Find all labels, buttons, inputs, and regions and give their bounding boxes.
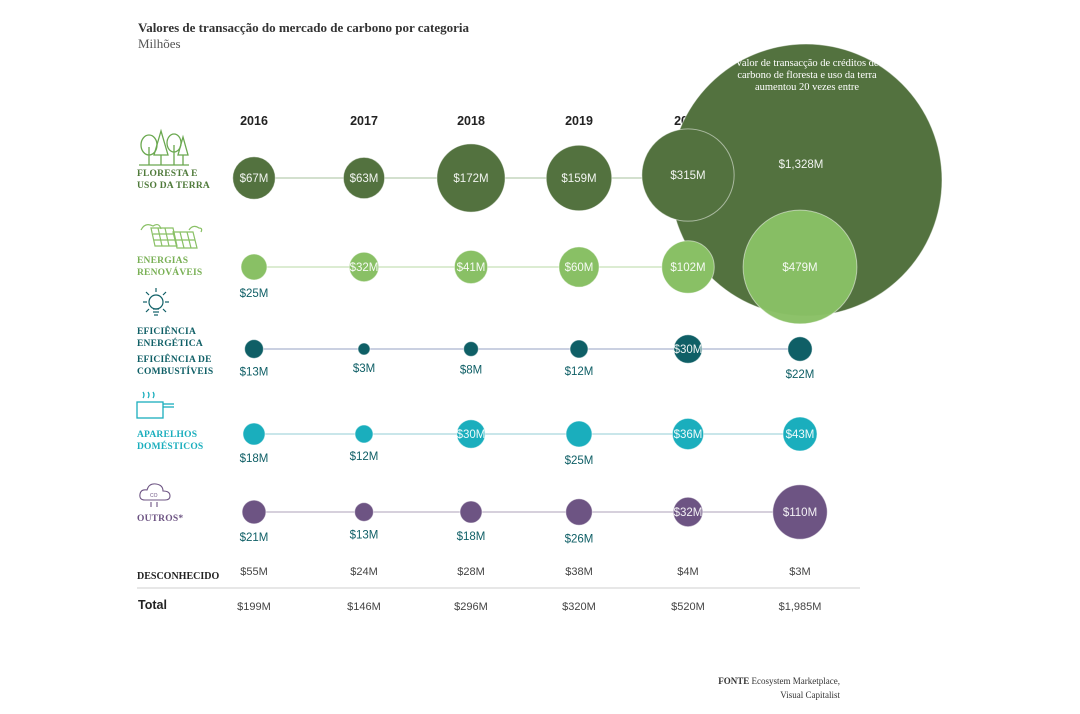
bubble-other-2020 <box>672 496 704 528</box>
value-label-household-2018: $30M <box>457 429 486 441</box>
value-label-renewable-2020: $102M <box>670 262 705 274</box>
label-other: OUTROS* <box>137 514 184 524</box>
label-unknown: DESCONHECIDO <box>137 571 220 582</box>
value-label-efficiency-2020: $30M <box>674 344 703 356</box>
trees-icon <box>139 128 189 166</box>
bubble-renewable-2017 <box>348 251 380 283</box>
total-value-2018: $296M <box>454 601 488 613</box>
year-label-2016: 2016 <box>240 114 268 128</box>
chart-title: Valores de transacção do mercado de carb… <box>138 20 469 35</box>
bubble-forest-2016 <box>232 156 276 200</box>
bubble-forest-2017 <box>342 156 386 200</box>
solar-panel-icon <box>140 223 203 249</box>
value-label-forest-2017: $63M <box>350 173 379 185</box>
label-forest: FLORESTA E USO DA TERRA <box>137 169 210 191</box>
bubble-efficiency-2016 <box>244 339 264 359</box>
bubble-forest-2018 <box>436 143 506 213</box>
bubble-household-2018 <box>456 419 486 449</box>
value-label-forest-2016: $67M <box>240 173 269 185</box>
bubble-efficiency-2017 <box>357 342 371 356</box>
total-value-2019: $320M <box>562 601 596 613</box>
lightbulb-icon <box>143 288 169 316</box>
cooking-pot-icon <box>136 391 174 419</box>
bubble-household-2017 <box>354 424 374 444</box>
label-household: APARELHOS DOMÉSTICOS <box>137 430 204 452</box>
bubble-other-2021 <box>772 484 828 540</box>
bubble-other-2019 <box>565 498 593 526</box>
bubble-household-2019 <box>565 420 593 448</box>
value-label-household-2017: $12M <box>350 451 379 463</box>
value-label-forest-2020: $315M <box>670 170 705 182</box>
value-label-forest-2018: $172M <box>453 173 488 185</box>
bubble-efficiency-2018 <box>463 341 479 357</box>
value-label-household-2016: $18M <box>240 453 269 465</box>
svg-text:CO: CO <box>150 493 158 499</box>
value-label-renewable-2018: $41M <box>457 262 486 274</box>
total-value-2017: $146M <box>347 601 381 613</box>
bubble-renewable-2019 <box>558 246 600 288</box>
label-efficiency-fuel: EFICIÊNCIA DE COMBUSTÍVEIS <box>137 355 214 377</box>
value-label-household-2020: $36M <box>674 429 703 441</box>
value-label-renewable-2019: $60M <box>565 262 594 274</box>
bubble-other-2018 <box>459 500 483 524</box>
unknown-value-2016: $55M <box>240 566 268 578</box>
bubble-household-2016 <box>242 422 266 446</box>
unknown-value-2019: $38M <box>565 566 593 578</box>
unknown-value-2017: $24M <box>350 566 378 578</box>
bubble-efficiency-2019 <box>569 339 589 359</box>
source-note: FONTE Ecosystem Marketplace, Visual Capi… <box>718 674 840 702</box>
bubble-other-2017 <box>354 502 374 522</box>
total-value-2021: $1,985M <box>779 601 822 613</box>
value-label-efficiency-2021: $22M <box>786 369 815 381</box>
total-value-2016: $199M <box>237 601 271 613</box>
bubble-renewable-2021 <box>742 209 858 325</box>
value-label-other-2021: $110M <box>783 507 817 519</box>
value-label-household-2019: $25M <box>565 455 594 467</box>
value-label-efficiency-2018: $8M <box>460 364 482 376</box>
source-label: FONTE <box>718 676 750 686</box>
bubble-forest-2019 <box>545 144 613 212</box>
value-label-efficiency-2016: $13M <box>240 366 269 378</box>
bubble-renewable-2020 <box>661 240 715 294</box>
chart-subtitle: Milhões <box>138 36 181 51</box>
label-renewable: ENERGIAS RENOVÁVEIS <box>137 256 203 278</box>
total-value-2020: $520M <box>671 601 705 613</box>
unknown-value-2018: $28M <box>457 566 485 578</box>
value-label-renewable-2017: $32M <box>350 262 379 274</box>
year-label-2018: 2018 <box>457 114 485 128</box>
label-total: Total <box>138 598 167 612</box>
bubble-efficiency-2020 <box>673 334 703 364</box>
value-label-forest-2019: $159M <box>561 173 596 185</box>
source-text-2: Visual Capitalist <box>780 690 840 700</box>
year-label-2017: 2017 <box>350 114 378 128</box>
source-text-1: Ecosystem Marketplace, <box>751 676 840 686</box>
bubble-forest-2020 <box>641 128 735 222</box>
bubble-household-2021 <box>782 416 818 452</box>
year-label-2019: 2019 <box>565 114 593 128</box>
bubble-household-2020 <box>671 417 705 451</box>
annotation-text: Valor de transacção de créditos de carbo… <box>735 58 879 93</box>
bubble-renewable-2018 <box>453 249 489 285</box>
co2-cloud-icon: CO <box>139 483 171 507</box>
value-label-forest-2021: $1,328M <box>779 159 824 171</box>
value-label-other-2018: $18M <box>457 531 486 543</box>
bubble-other-2016 <box>241 499 267 525</box>
value-label-renewable-2021: $479M <box>782 262 817 274</box>
value-label-efficiency-2019: $12M <box>565 366 594 378</box>
bubble-renewable-2016 <box>240 253 268 281</box>
value-label-renewable-2016: $25M <box>240 288 269 300</box>
value-label-other-2019: $26M <box>565 533 594 545</box>
value-label-other-2017: $13M <box>350 529 379 541</box>
value-label-household-2021: $43M <box>786 429 815 441</box>
label-efficiency-energy: EFICIÊNCIA ENERGÉTICA <box>137 327 203 349</box>
value-label-other-2016: $21M <box>240 532 269 544</box>
unknown-value-2020: $4M <box>677 566 698 578</box>
value-label-efficiency-2017: $3M <box>353 363 375 375</box>
value-label-other-2020: $32M <box>674 507 703 519</box>
unknown-value-2021: $3M <box>789 566 810 578</box>
bubble-efficiency-2021 <box>787 336 813 362</box>
